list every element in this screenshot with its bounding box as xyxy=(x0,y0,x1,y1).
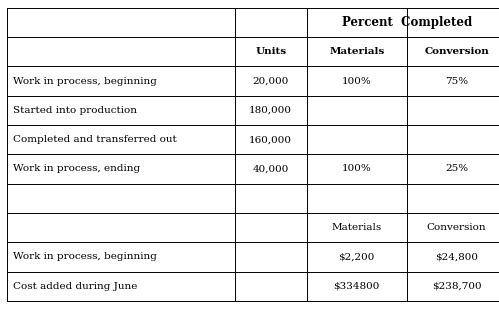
Text: 25%: 25% xyxy=(445,164,468,174)
Text: Cost added during June: Cost added during June xyxy=(13,282,138,291)
Text: Work in process, beginning: Work in process, beginning xyxy=(13,77,157,86)
Text: Work in process, ending: Work in process, ending xyxy=(13,164,141,174)
Text: Units: Units xyxy=(255,47,286,56)
Text: 100%: 100% xyxy=(342,77,372,86)
Text: 100%: 100% xyxy=(342,164,372,174)
Text: $24,800: $24,800 xyxy=(435,252,478,261)
Text: 75%: 75% xyxy=(445,77,468,86)
Text: 160,000: 160,000 xyxy=(249,135,292,144)
Text: Materials: Materials xyxy=(332,223,382,232)
Text: Materials: Materials xyxy=(329,47,384,56)
Text: $2,200: $2,200 xyxy=(339,252,375,261)
Text: Percent  Completed: Percent Completed xyxy=(341,16,472,29)
Text: Completed and transferred out: Completed and transferred out xyxy=(13,135,177,144)
Text: Conversion: Conversion xyxy=(424,47,489,56)
Text: Started into production: Started into production xyxy=(13,106,137,115)
Text: $334800: $334800 xyxy=(334,282,380,291)
Text: Conversion: Conversion xyxy=(427,223,487,232)
Text: 180,000: 180,000 xyxy=(249,106,292,115)
Text: $238,700: $238,700 xyxy=(432,282,482,291)
Text: Work in process, beginning: Work in process, beginning xyxy=(13,252,157,261)
Text: 20,000: 20,000 xyxy=(252,77,289,86)
Text: 40,000: 40,000 xyxy=(252,164,289,174)
